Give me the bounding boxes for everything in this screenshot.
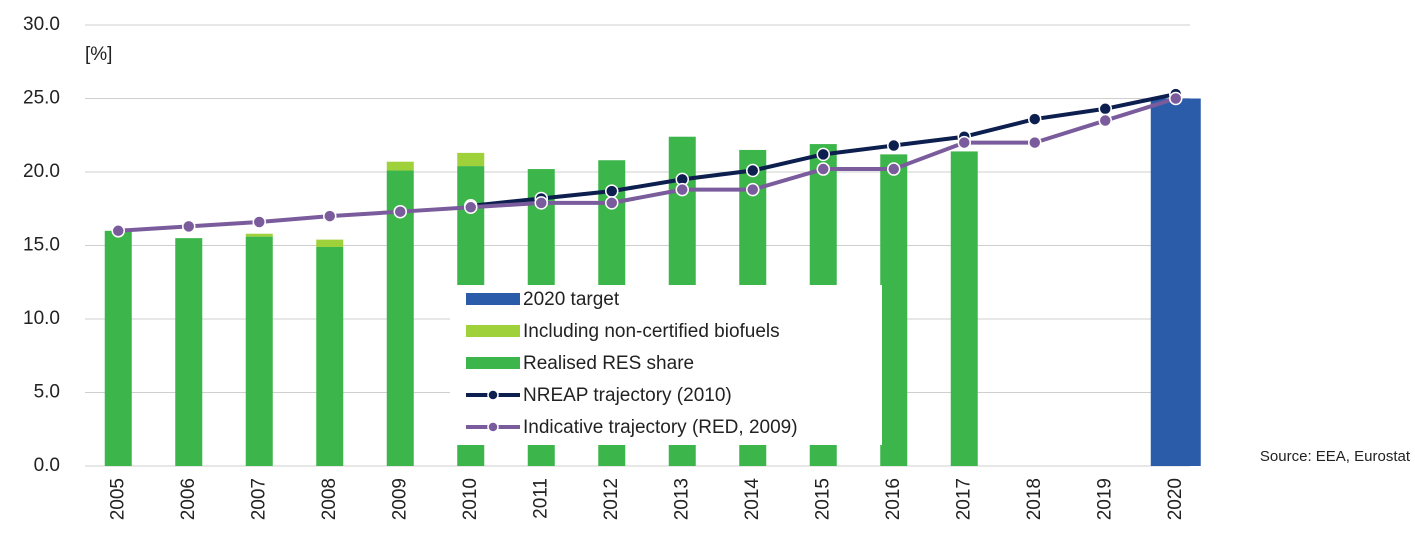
- x-tick-label: 2018: [1024, 478, 1045, 520]
- x-tick-label: 2007: [248, 478, 269, 520]
- x-tick-label: 2009: [389, 478, 410, 520]
- y-tick-label: 5.0: [34, 382, 60, 403]
- marker: [816, 147, 830, 162]
- x-tick-label: 2014: [742, 478, 763, 521]
- bar-segment: [457, 152, 485, 167]
- bar-segment: [316, 239, 344, 247]
- x-tick-label: 2015: [812, 478, 833, 520]
- marker: [605, 196, 619, 210]
- legend-box: [450, 285, 882, 445]
- legend-label: Indicative trajectory (RED, 2009): [523, 417, 798, 438]
- y-tick-label: 20.0: [23, 161, 60, 182]
- x-tick-label: 2020: [1165, 478, 1186, 520]
- marker: [464, 200, 478, 215]
- legend-label: Including non-certified biofuels: [523, 321, 780, 342]
- marker: [1169, 91, 1183, 106]
- x-tick-label: 2012: [601, 478, 622, 520]
- legend-swatch: [466, 357, 520, 369]
- legend-marker: [487, 421, 499, 433]
- marker: [746, 182, 760, 197]
- legend-label: Realised RES share: [523, 353, 694, 374]
- legend-swatch: [466, 325, 520, 337]
- legend-label: NREAP trajectory (2010): [523, 385, 732, 406]
- bar: [1150, 98, 1201, 466]
- y-tick-label: 0.0: [34, 455, 60, 476]
- marker: [1098, 102, 1112, 116]
- x-tick-label: 2016: [883, 478, 904, 520]
- y-tick-label: 30.0: [23, 14, 60, 35]
- marker: [1028, 135, 1042, 150]
- y-tick-label: 10.0: [23, 308, 60, 329]
- bar: [386, 170, 414, 466]
- marker: [887, 138, 901, 153]
- x-tick-label: 2010: [460, 478, 481, 520]
- marker: [605, 184, 619, 198]
- x-tick-label: 2017: [953, 478, 974, 520]
- source-note: Source: EEA, Eurostat: [1260, 448, 1411, 465]
- line: [118, 96, 1177, 233]
- x-tick-label: 2008: [319, 478, 340, 520]
- y-axis-label: [%]: [85, 44, 112, 65]
- marker: [816, 162, 830, 176]
- bar: [316, 246, 344, 466]
- marker: [323, 209, 337, 223]
- x-tick-label: 2019: [1094, 478, 1115, 520]
- x-tick-label: 2011: [530, 478, 551, 519]
- legend-swatch: [466, 293, 520, 305]
- marker: [182, 219, 196, 234]
- y-tick-label: 25.0: [23, 88, 60, 109]
- bar-segment: [245, 233, 273, 237]
- legend-marker: [487, 389, 499, 401]
- marker: [887, 162, 901, 176]
- x-tick-label: 2006: [178, 478, 199, 520]
- marker: [675, 182, 689, 197]
- marker: [534, 196, 548, 210]
- bar-segment: [386, 161, 414, 171]
- bar: [104, 230, 132, 466]
- x-tick-label: 2005: [107, 478, 128, 520]
- marker: [252, 215, 266, 229]
- bar: [245, 236, 273, 466]
- y-tick-label: 15.0: [23, 235, 60, 256]
- x-tick-label: 2013: [671, 478, 692, 520]
- bar: [175, 238, 203, 466]
- marker: [746, 163, 760, 178]
- bar: [950, 151, 978, 467]
- bar: [880, 154, 908, 467]
- legend-label: 2020 target: [523, 289, 620, 310]
- marker: [111, 224, 125, 238]
- marker: [1098, 113, 1112, 128]
- marker: [1028, 112, 1042, 126]
- marker: [957, 135, 971, 150]
- marker: [393, 204, 407, 219]
